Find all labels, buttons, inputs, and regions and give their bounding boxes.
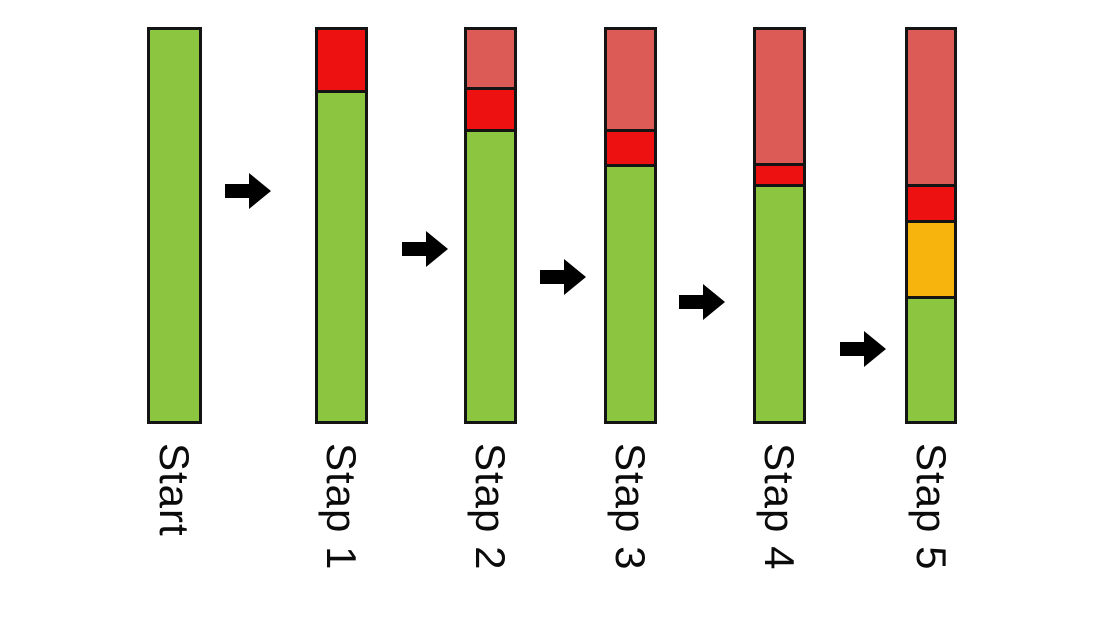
bar-label-stap-4: Stap 4 <box>756 443 803 571</box>
stacked-bar-stap-1 <box>315 27 368 424</box>
bar-segment-red <box>607 128 654 165</box>
bar-segment-green <box>908 295 954 421</box>
arrow-right-icon <box>402 230 448 268</box>
bar-segment-red <box>756 162 803 184</box>
stacked-bar-stap-5 <box>905 27 957 424</box>
bar-segment-salmon <box>467 30 514 88</box>
bar-segment-salmon <box>756 30 803 163</box>
bar-segment-green <box>607 164 654 421</box>
stacked-bar-stap-3 <box>604 27 657 424</box>
bar-segment-salmon <box>908 30 954 184</box>
bar-segment-green <box>318 90 365 421</box>
bar-segment-green <box>756 183 803 421</box>
bar-segment-red <box>318 30 365 91</box>
arrow-right-icon <box>840 330 886 368</box>
stacked-bar-stap-4 <box>753 27 806 424</box>
arrow-right-icon <box>679 283 725 321</box>
bar-label-stap-2: Stap 2 <box>467 443 514 571</box>
arrow-right-icon <box>225 172 271 210</box>
bar-label-stap-1: Stap 1 <box>318 443 365 571</box>
arrow-right-icon <box>540 258 586 296</box>
bar-segment-red <box>908 183 954 221</box>
bar-segment-red <box>467 87 514 130</box>
bar-label-stap-3: Stap 3 <box>607 443 654 571</box>
bar-label-start: Start <box>151 443 198 537</box>
bar-label-stap-5: Stap 5 <box>908 443 955 571</box>
bar-segment-salmon <box>607 30 654 129</box>
bar-segment-green <box>467 129 514 421</box>
bar-segment-green <box>150 30 199 421</box>
bar-segment-orange <box>908 220 954 296</box>
stacked-bar-start <box>147 27 202 424</box>
stacked-bar-stap-2 <box>464 27 517 424</box>
